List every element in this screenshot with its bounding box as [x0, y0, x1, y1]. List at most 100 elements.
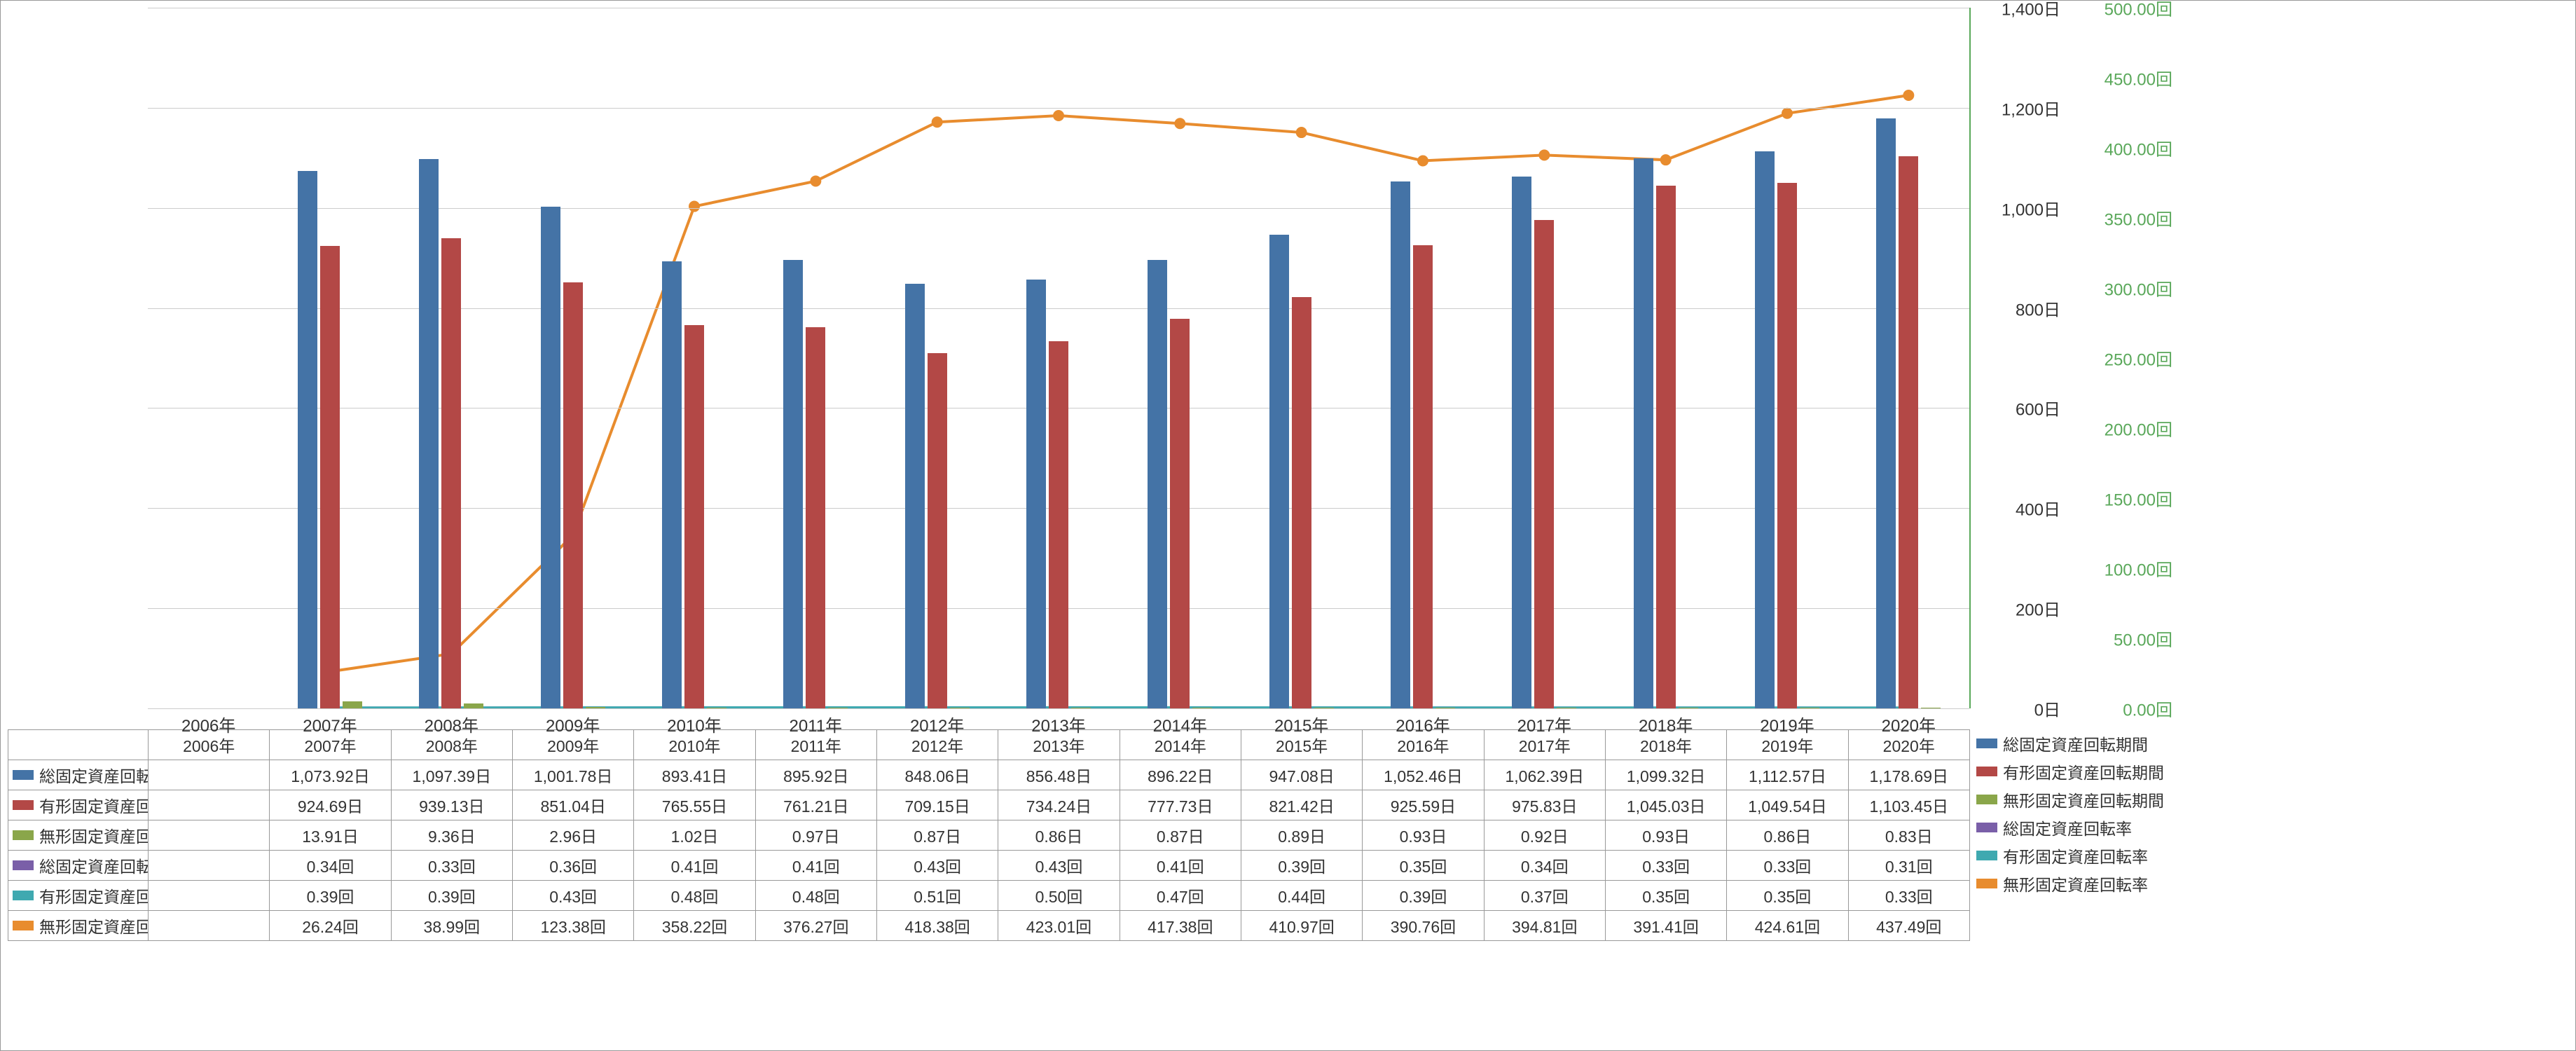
bar-sogo_kikan — [1512, 177, 1531, 708]
bar-yukei_kikan — [563, 282, 583, 708]
primary-axis-tick: 1,400日 — [1976, 0, 2060, 20]
table-cell: 1,001.78日 — [512, 760, 633, 790]
legend-label: 有形固定資産回転率 — [2003, 844, 2148, 867]
table-cell: 848.06日 — [876, 760, 998, 790]
table-cell: 851.04日 — [512, 790, 633, 820]
table-cell: 437.49回 — [1848, 911, 1969, 941]
category-label: 2008年 — [425, 712, 478, 736]
category-label: 2010年 — [667, 712, 721, 736]
table-cell: 417.38回 — [1120, 911, 1241, 941]
table-cell: 925.59日 — [1363, 790, 1484, 820]
table-cell: 975.83日 — [1484, 790, 1605, 820]
table-cell: 947.08日 — [1241, 760, 1362, 790]
grid-line — [148, 108, 1969, 109]
table-cell: 0.83日 — [1848, 820, 1969, 851]
table-cell: 0.89日 — [1241, 820, 1362, 851]
table-cell — [149, 851, 270, 881]
secondary-axis-tick: 450.00回 — [2074, 66, 2172, 90]
bar-sogo_kikan — [1391, 181, 1410, 708]
table-cell: 358.22回 — [634, 911, 755, 941]
table-cell: 1.02日 — [634, 820, 755, 851]
bar-mukei_kikan — [343, 701, 362, 708]
legend-item: 有形固定資産回転期間 — [1976, 757, 2243, 785]
bar-sogo_kikan — [905, 284, 925, 708]
table-cell: 821.42日 — [1241, 790, 1362, 820]
chart-frame: 2006年2007年2008年2009年2010年2011年2012年2013年… — [0, 0, 2576, 1051]
secondary-axis-tick: 0.00回 — [2074, 696, 2172, 721]
category-label: 2020年 — [1882, 712, 1936, 736]
legend-label: 総固定資産回転率 — [2003, 816, 2132, 839]
table-cell: 0.33回 — [391, 851, 512, 881]
bar-yukei_kikan — [1534, 220, 1554, 708]
table-cell: 1,099.32日 — [1605, 760, 1726, 790]
marker-mukei_ritsu — [1296, 127, 1307, 138]
table-cell: 423.01回 — [998, 911, 1120, 941]
table-cell: 0.48回 — [634, 881, 755, 911]
table-cell: 1,103.45日 — [1848, 790, 1969, 820]
table-cell: 1,049.54日 — [1727, 790, 1848, 820]
table-cell: 0.35回 — [1605, 881, 1726, 911]
table-cell: 924.69日 — [270, 790, 391, 820]
secondary-axis-tick: 400.00回 — [2074, 136, 2172, 160]
secondary-axis-tick: 100.00回 — [2074, 556, 2172, 581]
table-cell — [149, 760, 270, 790]
table-cell: 0.87日 — [876, 820, 998, 851]
bar-mukei_kikan — [464, 703, 483, 708]
legend-item: 総固定資産回転率 — [1976, 813, 2243, 842]
swatch-icon — [13, 800, 34, 810]
table-cell: 0.86日 — [1727, 820, 1848, 851]
primary-axis-tick: 800日 — [1976, 296, 2060, 320]
bar-yukei_kikan — [1899, 156, 1918, 708]
legend-label: 有形固定資産回転期間 — [2003, 760, 2164, 783]
secondary-axis-line — [1969, 8, 1971, 708]
table-cell: 1,073.92日 — [270, 760, 391, 790]
table-cell: 0.41回 — [755, 851, 876, 881]
table-cell: 0.93日 — [1363, 820, 1484, 851]
secondary-axis-tick: 250.00回 — [2074, 346, 2172, 371]
table-cell: 0.34回 — [270, 851, 391, 881]
primary-axis-tick: 1,200日 — [1976, 95, 2060, 120]
secondary-axis-tick: 150.00回 — [2074, 486, 2172, 511]
primary-axis-tick: 0日 — [1976, 696, 2060, 721]
bar-yukei_kikan — [1292, 297, 1311, 708]
legend-label: 無形固定資産回転期間 — [2003, 788, 2164, 811]
table-cell: 0.48回 — [755, 881, 876, 911]
table-cell: 0.35回 — [1363, 851, 1484, 881]
category-label: 2013年 — [1031, 712, 1085, 736]
legend-item: 有形固定資産回転率 — [1976, 842, 2243, 870]
table-cell: 765.55日 — [634, 790, 755, 820]
bar-yukei_kikan — [320, 246, 340, 708]
table-cell: 734.24日 — [998, 790, 1120, 820]
legend-item: 総固定資産回転期間 — [1976, 729, 2243, 757]
category-label: 2019年 — [1760, 712, 1814, 736]
bar-sogo_kikan — [1634, 158, 1653, 708]
table-cell: 895.92日 — [755, 760, 876, 790]
secondary-axis-tick: 350.00回 — [2074, 206, 2172, 231]
bar-yukei_kikan — [1777, 183, 1797, 708]
table-cell: 0.86日 — [998, 820, 1120, 851]
table-cell: 777.73日 — [1120, 790, 1241, 820]
table-cell — [149, 911, 270, 941]
bar-sogo_kikan — [1148, 260, 1167, 708]
table-cell: 709.15日 — [876, 790, 998, 820]
table-cell: 13.91日 — [270, 820, 391, 851]
legend: 総固定資産回転期間有形固定資産回転期間無形固定資産回転期間総固定資産回転率有形固… — [1976, 729, 2243, 898]
table-cell: 390.76回 — [1363, 911, 1484, 941]
swatch-icon — [1976, 795, 1997, 804]
table-cell: 0.39回 — [391, 881, 512, 911]
bar-sogo_kikan — [298, 171, 317, 708]
table-cell: 1,045.03日 — [1605, 790, 1726, 820]
swatch-icon — [1976, 823, 1997, 832]
marker-mukei_ritsu — [810, 175, 821, 186]
category-label: 2015年 — [1274, 712, 1328, 736]
table-cell: 0.33回 — [1727, 851, 1848, 881]
data-table: 2006年2007年2008年2009年2010年2011年2012年2013年… — [8, 729, 1970, 941]
swatch-icon — [13, 830, 34, 840]
bar-yukei_kikan — [1413, 245, 1433, 708]
table-row-header-mukei_ritsu: 無形固定資産回転率 — [8, 911, 149, 941]
table-cell: 0.39回 — [270, 881, 391, 911]
row-label: 総固定資産回転率 — [39, 858, 149, 876]
row-label: 有形固定資産回転率 — [39, 888, 149, 906]
table-cell: 2.96日 — [512, 820, 633, 851]
swatch-icon — [1976, 879, 1997, 888]
